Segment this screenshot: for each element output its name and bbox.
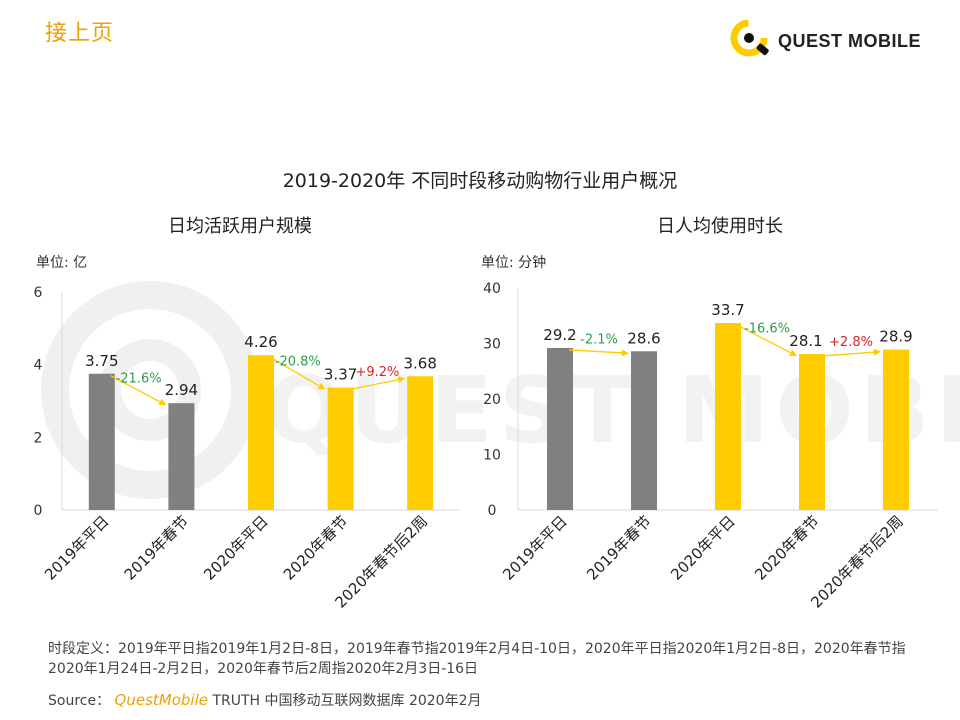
bar [715,322,741,510]
source-brand: QuestMobile [114,691,208,709]
change-label: -20.8% [275,354,321,369]
y-tick-label: 40 [483,281,501,297]
change-arrow-head [317,382,326,390]
category-label: 2020年平日 [200,512,272,584]
category-label: 2020年春节 [751,512,823,584]
y-tick-label: 4 [34,358,43,374]
change-label: +2.8% [829,335,873,350]
logo-icon [730,19,769,57]
change-label: -21.6% [116,371,162,386]
change-arrow [110,375,161,403]
logo-text: QUEST MOBILE [778,31,922,51]
y-tick-label: 20 [483,392,501,408]
category-label: 2020年春节后2周 [807,512,907,612]
change-arrow [568,349,624,354]
value-label: 3.37 [324,366,357,384]
value-label: 3.68 [403,354,436,372]
change-arrow [820,351,876,357]
value-label: 29.2 [543,326,576,344]
change-arrow-head [873,348,881,356]
y-tick-label: 0 [488,503,497,519]
source-text: TRUTH 中国移动互联网数据库 2020年2月 [212,693,482,709]
value-label: 28.9 [879,328,912,346]
change-label: +9.2% [355,365,399,380]
bar [547,347,573,510]
bar [883,349,909,510]
right-unit-label: 单位: 分钟 [481,255,547,271]
change-arrow-head [397,376,406,384]
change-arrow [736,324,792,354]
y-tick-label: 10 [483,448,501,464]
bar [248,355,274,510]
change-label: -16.6% [744,322,790,337]
value-label: 3.75 [85,352,118,370]
category-label: 2019年春节 [583,512,655,584]
bar [631,351,657,510]
value-label: 33.7 [711,301,744,319]
value-label: 28.1 [789,332,822,350]
bar [799,354,825,510]
right-chart-title: 日人均使用时长 [657,216,783,237]
change-arrow-head [621,349,629,357]
value-label: 4.26 [244,333,277,351]
bar [88,373,115,510]
change-arrow [269,356,320,387]
category-label: 2019年平日 [41,512,113,584]
value-label: 2.94 [165,381,198,399]
value-label: 28.6 [627,329,660,347]
main-title: 2019-2020年 不同时段移动购物行业用户概况 [282,170,678,192]
svg-text:QUEST MOBILE: QUEST MOBILE [265,357,960,464]
category-label: 2020年春节 [280,512,352,584]
y-tick-label: 2 [34,430,43,446]
bar [327,387,354,510]
left-chart-title: 日均活跃用户规模 [168,216,312,237]
change-arrow [349,378,400,391]
y-tick-label: 0 [34,503,43,519]
source-line: Source： QuestMobile TRUTH 中国移动互联网数据库 202… [48,690,482,710]
source-label: Source： [48,693,111,709]
change-label: -2.1% [580,333,618,348]
right-bar-chart: 0 10 20 30 40 2019年平日 2019年春节 2020年平日 2020年春节202… [483,281,938,612]
change-arrow-head [789,349,797,357]
bar [407,376,434,510]
left-unit-label: 单位: 亿 [36,255,88,271]
period-definition: 时段定义：2019年平日指2019年1月2日-8日，2019年春节指2019年2… [48,641,906,677]
category-label: 2020年平日 [667,512,739,584]
y-tick-label: 30 [483,337,501,353]
change-arrow-head [158,398,167,406]
bar [168,403,195,510]
category-label: 2019年平日 [499,512,571,584]
category-label: 2019年春节 [121,512,193,584]
y-tick-label: 6 [34,285,43,301]
continue-label: 接上页 [45,21,115,46]
